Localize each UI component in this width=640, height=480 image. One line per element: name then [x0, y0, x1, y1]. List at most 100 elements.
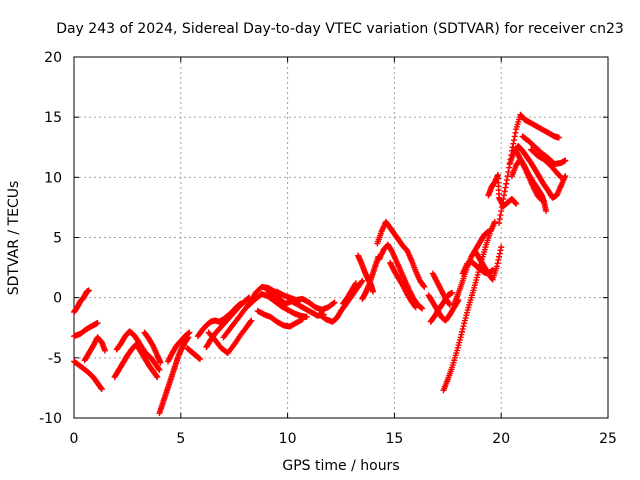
data-point — [352, 280, 359, 287]
data-point — [506, 164, 513, 171]
series-trace-34 — [496, 111, 562, 227]
data-point — [412, 304, 419, 311]
chart-title: Day 243 of 2024, Sidereal Day-to-day VTE… — [56, 21, 624, 37]
series-trace-26 — [425, 292, 462, 324]
data-point — [156, 366, 163, 373]
y-tick-label: 0 — [53, 291, 62, 307]
y-tick-label: 10 — [44, 170, 62, 186]
y-tick-label: 5 — [53, 231, 62, 247]
data-marks — [71, 111, 569, 417]
series-trace-39 — [528, 146, 565, 181]
data-point — [247, 318, 254, 325]
axis-ticks — [73, 56, 609, 419]
series-trace-9 — [164, 329, 193, 365]
x-tick-label: 15 — [385, 431, 403, 447]
data-point — [562, 157, 569, 164]
data-point — [498, 204, 505, 211]
data-point — [186, 329, 193, 336]
data-point — [299, 316, 306, 323]
y-tick-label: -10 — [39, 411, 62, 427]
data-point — [101, 347, 108, 354]
series-trace-4 — [81, 334, 108, 364]
data-point — [501, 192, 508, 199]
data-point — [94, 319, 101, 326]
series-trace-5 — [111, 341, 161, 381]
series-trace-2 — [71, 319, 101, 340]
data-point — [502, 184, 509, 191]
data-point — [495, 256, 502, 263]
series-trace-25 — [387, 259, 419, 311]
data-point — [412, 303, 419, 310]
data-point — [496, 250, 503, 257]
data-point — [419, 305, 426, 312]
data-point — [248, 317, 255, 324]
data-point — [370, 288, 377, 295]
data-point — [446, 301, 453, 308]
data-point — [498, 208, 505, 215]
x-tick-label: 5 — [176, 431, 185, 447]
y-tick-label: -5 — [48, 351, 62, 367]
data-point — [511, 133, 518, 140]
series-trace-15 — [246, 291, 310, 320]
series-trace-6 — [113, 328, 163, 373]
y-tick-label: 15 — [44, 110, 62, 126]
data-point — [497, 247, 504, 254]
series-trace-13 — [205, 317, 255, 357]
data-point — [543, 208, 550, 215]
data-point — [493, 263, 500, 270]
data-point — [98, 386, 105, 393]
x-tick-labels: 0 5 10 15 20 25 — [70, 431, 617, 447]
data-point — [449, 289, 456, 296]
data-point — [458, 331, 465, 338]
data-point — [459, 328, 466, 335]
data-point — [330, 300, 337, 307]
data-point — [497, 212, 504, 219]
data-point — [513, 200, 520, 207]
data-point — [499, 200, 506, 207]
data-point — [459, 325, 466, 332]
data-point — [496, 220, 503, 227]
series-trace-1 — [71, 287, 92, 316]
series-trace-17 — [263, 286, 327, 319]
series-trace-32 — [472, 244, 505, 283]
series-trace-38 — [519, 133, 569, 168]
data-point — [538, 196, 545, 203]
data-point — [98, 385, 105, 392]
data-point — [85, 287, 92, 294]
grid — [74, 57, 608, 418]
data-point — [491, 218, 498, 225]
series-trace-33 — [485, 171, 520, 210]
data-point — [359, 277, 366, 284]
x-axis-label: GPS time / hours — [282, 458, 399, 474]
data-point — [500, 195, 507, 202]
data-point — [555, 134, 562, 141]
x-tick-label: 20 — [492, 431, 510, 447]
data-point — [420, 282, 427, 289]
data-point — [494, 260, 501, 267]
y-axis-label: SDTVAR / TECUs — [6, 181, 22, 296]
data-point — [461, 320, 468, 327]
data-point — [503, 180, 510, 187]
data-point — [457, 334, 464, 341]
x-tick-label: 10 — [279, 431, 297, 447]
data-point — [331, 299, 338, 306]
series-trace-23 — [374, 218, 428, 290]
series-trace-10 — [184, 345, 204, 363]
data-point — [460, 323, 467, 330]
series-trace-18 — [273, 288, 338, 313]
series-trace-7 — [141, 329, 164, 366]
data-point — [154, 374, 161, 381]
data-point — [512, 200, 519, 207]
series-trace-8 — [156, 334, 192, 417]
data-point — [421, 283, 428, 290]
data-point — [485, 228, 492, 235]
data-point — [157, 359, 164, 366]
data-point — [501, 188, 508, 195]
series-trace-20 — [340, 280, 359, 307]
data-point — [512, 129, 519, 136]
x-tick-label: 25 — [599, 431, 617, 447]
data-point — [498, 244, 505, 251]
data-point — [496, 216, 503, 223]
